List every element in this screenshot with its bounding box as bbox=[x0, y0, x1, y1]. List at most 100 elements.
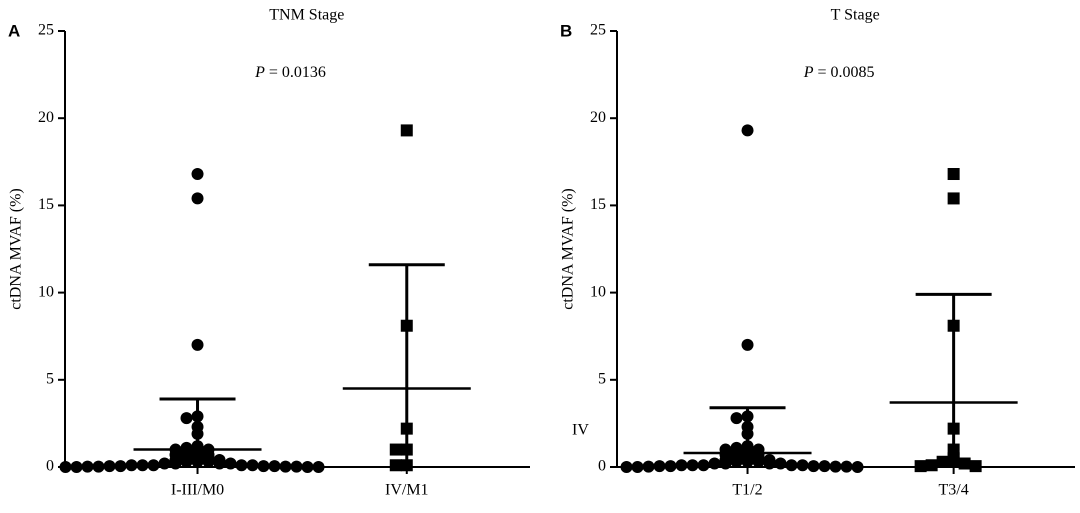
point bbox=[851, 461, 864, 473]
y-tick-label: 15 bbox=[590, 196, 606, 213]
point bbox=[400, 459, 413, 472]
point bbox=[202, 455, 215, 468]
point bbox=[620, 461, 633, 473]
point bbox=[400, 443, 413, 456]
point bbox=[947, 168, 960, 181]
y-tick-label: 10 bbox=[590, 283, 606, 300]
point bbox=[763, 457, 776, 470]
note: IV bbox=[572, 422, 589, 439]
chart-title: TNM Stage bbox=[269, 7, 344, 24]
point bbox=[180, 412, 193, 425]
point bbox=[92, 460, 105, 473]
panel-label: B bbox=[560, 21, 572, 40]
annotation: P = 0.0136 bbox=[254, 64, 326, 81]
point bbox=[213, 457, 226, 470]
point bbox=[807, 460, 820, 473]
panel: A TNM Stage P = 0.0136 ctDNA MVAF (%) 0 5 10 15… bbox=[8, 7, 530, 499]
x-tick-label: I-III/M0 bbox=[171, 482, 224, 499]
point bbox=[70, 461, 83, 473]
point bbox=[741, 338, 754, 351]
point bbox=[947, 192, 960, 205]
annotation-symbol: P bbox=[803, 64, 814, 81]
point bbox=[664, 460, 677, 473]
point bbox=[936, 455, 949, 468]
point bbox=[730, 455, 743, 468]
point bbox=[914, 460, 927, 473]
y-tick-label: 10 bbox=[38, 283, 54, 300]
y-tick-label: 25 bbox=[590, 22, 606, 39]
y-tick-label: 25 bbox=[38, 22, 54, 39]
point bbox=[400, 422, 413, 435]
point bbox=[829, 460, 842, 473]
x-tick-label: T3/4 bbox=[939, 482, 969, 499]
point bbox=[235, 459, 248, 472]
point bbox=[191, 192, 204, 205]
point bbox=[947, 319, 960, 332]
point bbox=[741, 427, 754, 440]
point bbox=[818, 460, 831, 473]
point bbox=[958, 457, 971, 470]
point bbox=[158, 457, 171, 470]
point bbox=[191, 427, 204, 440]
point bbox=[147, 459, 160, 472]
point bbox=[400, 124, 413, 137]
point bbox=[653, 460, 666, 473]
point bbox=[136, 459, 149, 472]
point bbox=[191, 338, 204, 351]
point bbox=[719, 457, 732, 470]
x-tick-label: IV/M1 bbox=[385, 482, 429, 499]
point bbox=[785, 459, 798, 472]
y-tick-label: 15 bbox=[38, 196, 54, 213]
point bbox=[103, 460, 116, 473]
y-axis-label: ctDNA MVAF (%) bbox=[8, 188, 25, 309]
annotation: P = 0.0085 bbox=[803, 64, 875, 81]
point bbox=[697, 459, 710, 472]
point bbox=[741, 455, 754, 468]
annotation-text: = 0.0085 bbox=[818, 64, 875, 81]
point bbox=[774, 457, 787, 470]
y-tick-label: 5 bbox=[46, 370, 54, 387]
chart-title: T Stage bbox=[831, 7, 880, 24]
point bbox=[400, 319, 413, 332]
point bbox=[180, 455, 193, 468]
y-tick-label: 20 bbox=[590, 109, 606, 126]
point bbox=[312, 461, 325, 473]
point bbox=[224, 457, 237, 470]
point bbox=[290, 460, 303, 473]
point bbox=[301, 461, 314, 473]
panel: B T Stage P = 0.0085 IV ctDNA MVAF (%) 0 5 10 15… bbox=[560, 7, 1075, 499]
point bbox=[257, 460, 270, 473]
point bbox=[631, 461, 644, 473]
point bbox=[642, 460, 655, 473]
point bbox=[279, 460, 292, 473]
point bbox=[925, 459, 938, 472]
point bbox=[675, 459, 688, 472]
point bbox=[741, 410, 754, 423]
point bbox=[59, 461, 72, 473]
point bbox=[969, 460, 982, 473]
x-tick-label: T1/2 bbox=[732, 482, 762, 499]
point bbox=[796, 459, 809, 472]
y-tick-label: 0 bbox=[46, 458, 54, 475]
point bbox=[947, 455, 960, 468]
point bbox=[114, 460, 127, 473]
point bbox=[389, 459, 402, 472]
point bbox=[268, 460, 281, 473]
y-axis-label: ctDNA MVAF (%) bbox=[560, 188, 577, 309]
point bbox=[389, 443, 402, 456]
point bbox=[947, 422, 960, 435]
point bbox=[741, 124, 754, 137]
point bbox=[191, 455, 204, 468]
y-tick-label: 0 bbox=[598, 458, 606, 475]
point bbox=[708, 457, 721, 470]
panel-label: A bbox=[8, 21, 20, 40]
point bbox=[840, 460, 853, 473]
point bbox=[730, 412, 743, 425]
point bbox=[246, 459, 259, 472]
point bbox=[125, 459, 138, 472]
point bbox=[752, 455, 765, 468]
y-tick-label: 5 bbox=[598, 370, 606, 387]
point bbox=[81, 460, 94, 473]
point bbox=[686, 459, 699, 472]
